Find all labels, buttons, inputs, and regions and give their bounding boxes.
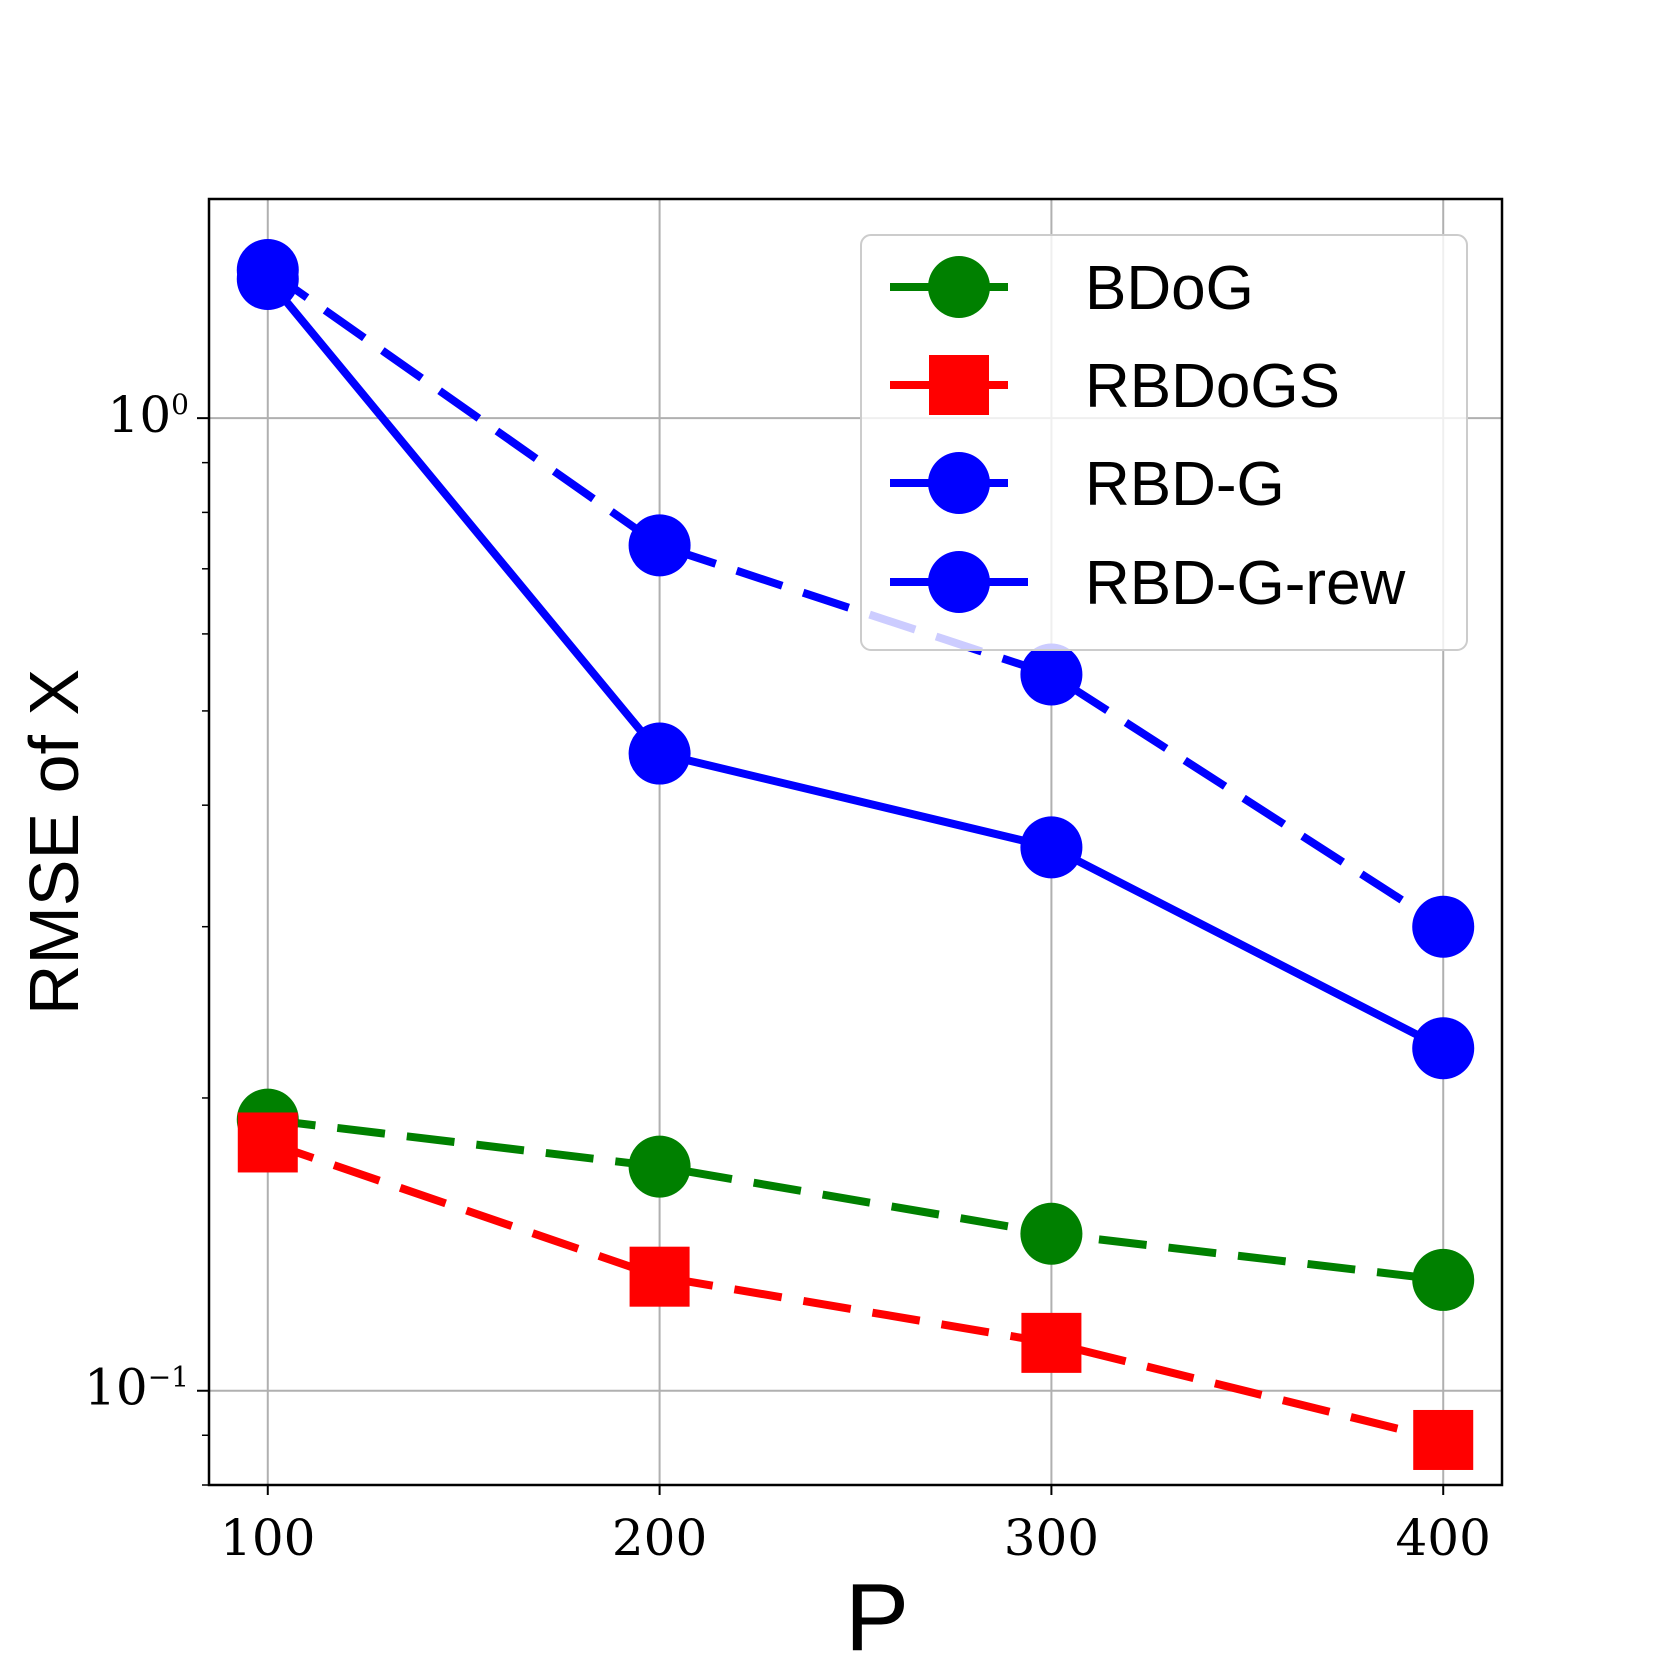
data-point — [1020, 1202, 1083, 1265]
series-group — [236, 239, 1475, 1470]
x-tick-label: 200 — [612, 1509, 707, 1567]
legend-marker — [928, 452, 990, 514]
series-line — [264, 276, 1446, 1052]
legend-marker — [928, 551, 990, 613]
data-point — [1020, 816, 1083, 879]
data-point — [629, 1246, 690, 1307]
series-line — [266, 1138, 1445, 1444]
series-rbd-g-rew — [236, 248, 1475, 1080]
data-point — [1412, 895, 1475, 958]
legend: BDoG RBDoGS RBD-G RBD-G-rew — [860, 234, 1468, 651]
data-point — [628, 722, 691, 785]
legend-marker — [928, 256, 990, 318]
legend-marker — [929, 355, 989, 415]
y-tick-label: 100 — [108, 386, 189, 444]
data-point — [628, 514, 691, 577]
series-rbdogs — [237, 1112, 1474, 1470]
x-axis-label: P — [845, 1564, 909, 1661]
axes: 100 200 300 400 100 10−1 — [84, 386, 1491, 1567]
legend-label: RBD-G-rew — [1085, 549, 1406, 618]
legend-label: RBD-G — [1085, 450, 1285, 519]
data-point — [1412, 1248, 1475, 1311]
legend-box — [860, 234, 1468, 651]
legend-label: BDoG — [1085, 254, 1254, 323]
data-point — [1412, 1017, 1475, 1080]
plot-frame — [207, 197, 1504, 1487]
data-point — [628, 1135, 691, 1198]
y-axis-label: RMSE of X — [15, 669, 93, 1015]
legend-label: RBDoGS — [1085, 352, 1340, 421]
data-point — [236, 248, 299, 311]
data-point — [1020, 643, 1083, 706]
x-tick-label: 100 — [220, 1509, 315, 1567]
data-point — [1413, 1409, 1474, 1470]
x-tick-label: 400 — [1396, 1509, 1491, 1567]
y-tick-label: 10−1 — [84, 1359, 189, 1417]
x-tick-label: 300 — [1004, 1509, 1099, 1567]
series-bdog — [236, 1088, 1475, 1311]
data-point — [1021, 1312, 1082, 1373]
series-line — [267, 1115, 1444, 1284]
series-line — [265, 266, 1446, 931]
data-point — [237, 1112, 298, 1173]
